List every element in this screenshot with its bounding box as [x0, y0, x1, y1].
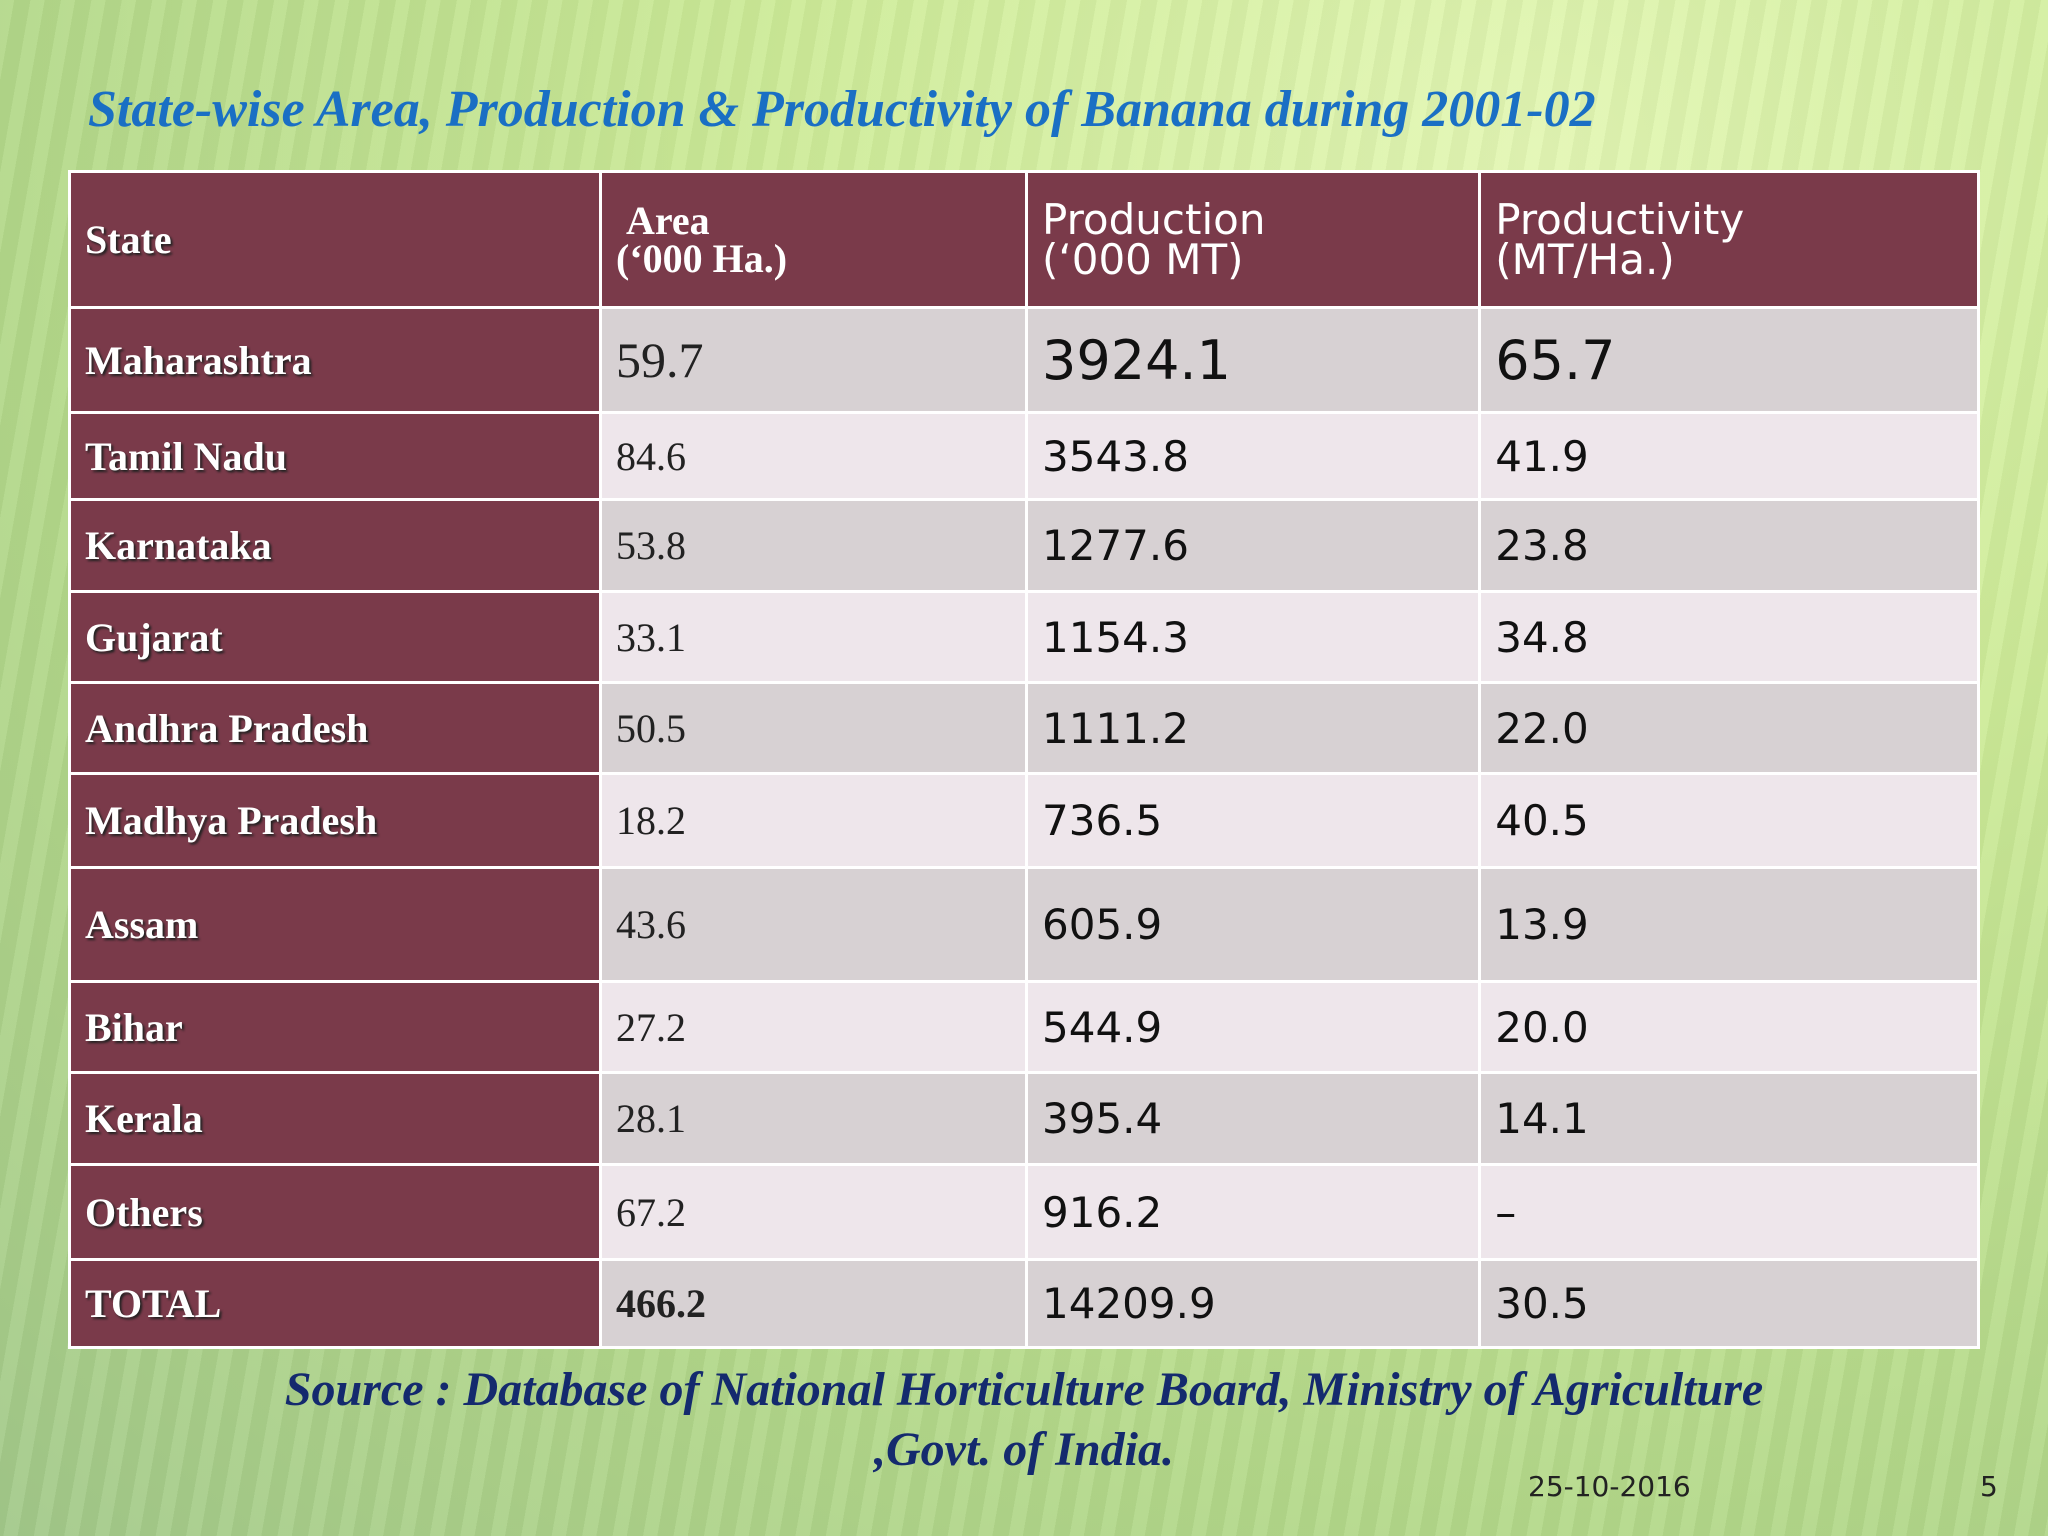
cell-area: 84.6	[599, 411, 1028, 501]
cell-production: 916.2	[1024, 1163, 1482, 1261]
cell-state: Bihar	[68, 980, 602, 1074]
table-row: Madhya Pradesh 18.2 736.5 40.5	[68, 772, 1980, 869]
header-production: Production (‘000 MT)	[1024, 170, 1482, 309]
header-area: Area (‘000 Ha.)	[599, 170, 1028, 309]
table-row: Bihar 27.2 544.9 20.0	[68, 980, 1980, 1074]
table-row: Karnataka 53.8 1277.6 23.8	[68, 498, 1980, 593]
table-row: Assam 43.6 605.9 13.9	[68, 866, 1980, 983]
table-row: Others 67.2 916.2–	[68, 1163, 1980, 1261]
banana-statistics-table: State Area (‘000 Ha.) Production (‘000 MT)…	[68, 170, 1980, 1349]
header-area-unit: (‘000 Ha.)	[616, 235, 788, 281]
cell-area: 466.2	[599, 1258, 1028, 1349]
cell-area: 43.6	[599, 866, 1028, 983]
cell-state: TOTAL	[68, 1258, 602, 1349]
cell-production: 736.5	[1024, 772, 1482, 869]
cell-production: 605.9	[1024, 866, 1482, 983]
table-row: Andhra Pradesh 50.5 1111.2 22.0	[68, 681, 1980, 775]
cell-productivity: 34.8	[1478, 590, 1980, 684]
header-productivity: Productivity (MT/Ha.)	[1478, 170, 1980, 309]
cell-production: 1111.2	[1024, 681, 1482, 775]
cell-state: Tamil Nadu	[68, 411, 602, 501]
table-row: Gujarat 33.1 1154.3 34.8	[68, 590, 1980, 684]
slide-title: State-wise Area, Production & Productivi…	[88, 81, 1596, 138]
cell-production: 1154.3	[1024, 590, 1482, 684]
cell-state: Assam	[68, 866, 602, 983]
header-production-label: Production	[1042, 194, 1266, 244]
table-row: Maharashtra 59.7 3924.1 65.7	[68, 306, 1980, 414]
table-header-row: State Area (‘000 Ha.) Production (‘000 MT)…	[68, 170, 1980, 309]
cell-production: 1277.6	[1024, 498, 1482, 593]
cell-productivity: 20.0	[1478, 980, 1980, 1074]
cell-area: 18.2	[599, 772, 1028, 869]
cell-state: Others	[68, 1163, 602, 1261]
cell-productivity: 30.5	[1478, 1258, 1980, 1349]
cell-productivity: 41.9	[1478, 411, 1980, 501]
cell-state: Gujarat	[68, 590, 602, 684]
header-production-unit: (‘000 MT)	[1042, 234, 1244, 284]
cell-productivity: –	[1478, 1163, 1980, 1261]
cell-area: 53.8	[599, 498, 1028, 593]
slide-date: 25-10-2016	[1528, 1470, 1691, 1503]
source-line-1: Source : Database of National Horticultu…	[284, 1363, 1764, 1416]
header-productivity-unit: (MT/Ha.)	[1495, 234, 1675, 284]
table-row: Kerala 28.1 395.4 14.1	[68, 1071, 1980, 1166]
cell-state: Madhya Pradesh	[68, 772, 602, 869]
table-row: Tamil Nadu 84.6 3543.8 41.9	[68, 411, 1980, 501]
header-state: State	[68, 170, 602, 309]
cell-productivity: 65.7	[1478, 306, 1980, 414]
cell-area: 33.1	[599, 590, 1028, 684]
slide-page-number: 5	[1980, 1470, 1998, 1503]
cell-state: Maharashtra	[68, 306, 602, 414]
cell-production: 3543.8	[1024, 411, 1482, 501]
header-state-label: State	[85, 216, 172, 262]
cell-production: 395.4	[1024, 1071, 1482, 1166]
cell-state: Karnataka	[68, 498, 602, 593]
cell-area: 50.5	[599, 681, 1028, 775]
source-line-2: ,Govt. of India.	[874, 1423, 1174, 1476]
cell-productivity: 13.9	[1478, 866, 1980, 983]
cell-productivity: 14.1	[1478, 1071, 1980, 1166]
cell-production: 14209.9	[1024, 1258, 1482, 1349]
cell-state: Kerala	[68, 1071, 602, 1166]
cell-productivity: 23.8	[1478, 498, 1980, 593]
cell-productivity: 22.0	[1478, 681, 1980, 775]
header-area-label: Area	[626, 197, 710, 243]
cell-production: 3924.1	[1024, 306, 1482, 414]
cell-area: 27.2	[599, 980, 1028, 1074]
cell-productivity: 40.5	[1478, 772, 1980, 869]
cell-area: 67.2	[599, 1163, 1028, 1261]
header-productivity-label: Productivity	[1495, 194, 1745, 244]
cell-production: 544.9	[1024, 980, 1482, 1074]
cell-state: Andhra Pradesh	[68, 681, 602, 775]
cell-area: 59.7	[599, 306, 1028, 414]
source-note: Source : Database of National Horticultu…	[0, 1360, 2048, 1480]
table-row: TOTAL 466.2 14209.9 30.5	[68, 1258, 1980, 1349]
cell-area: 28.1	[599, 1071, 1028, 1166]
